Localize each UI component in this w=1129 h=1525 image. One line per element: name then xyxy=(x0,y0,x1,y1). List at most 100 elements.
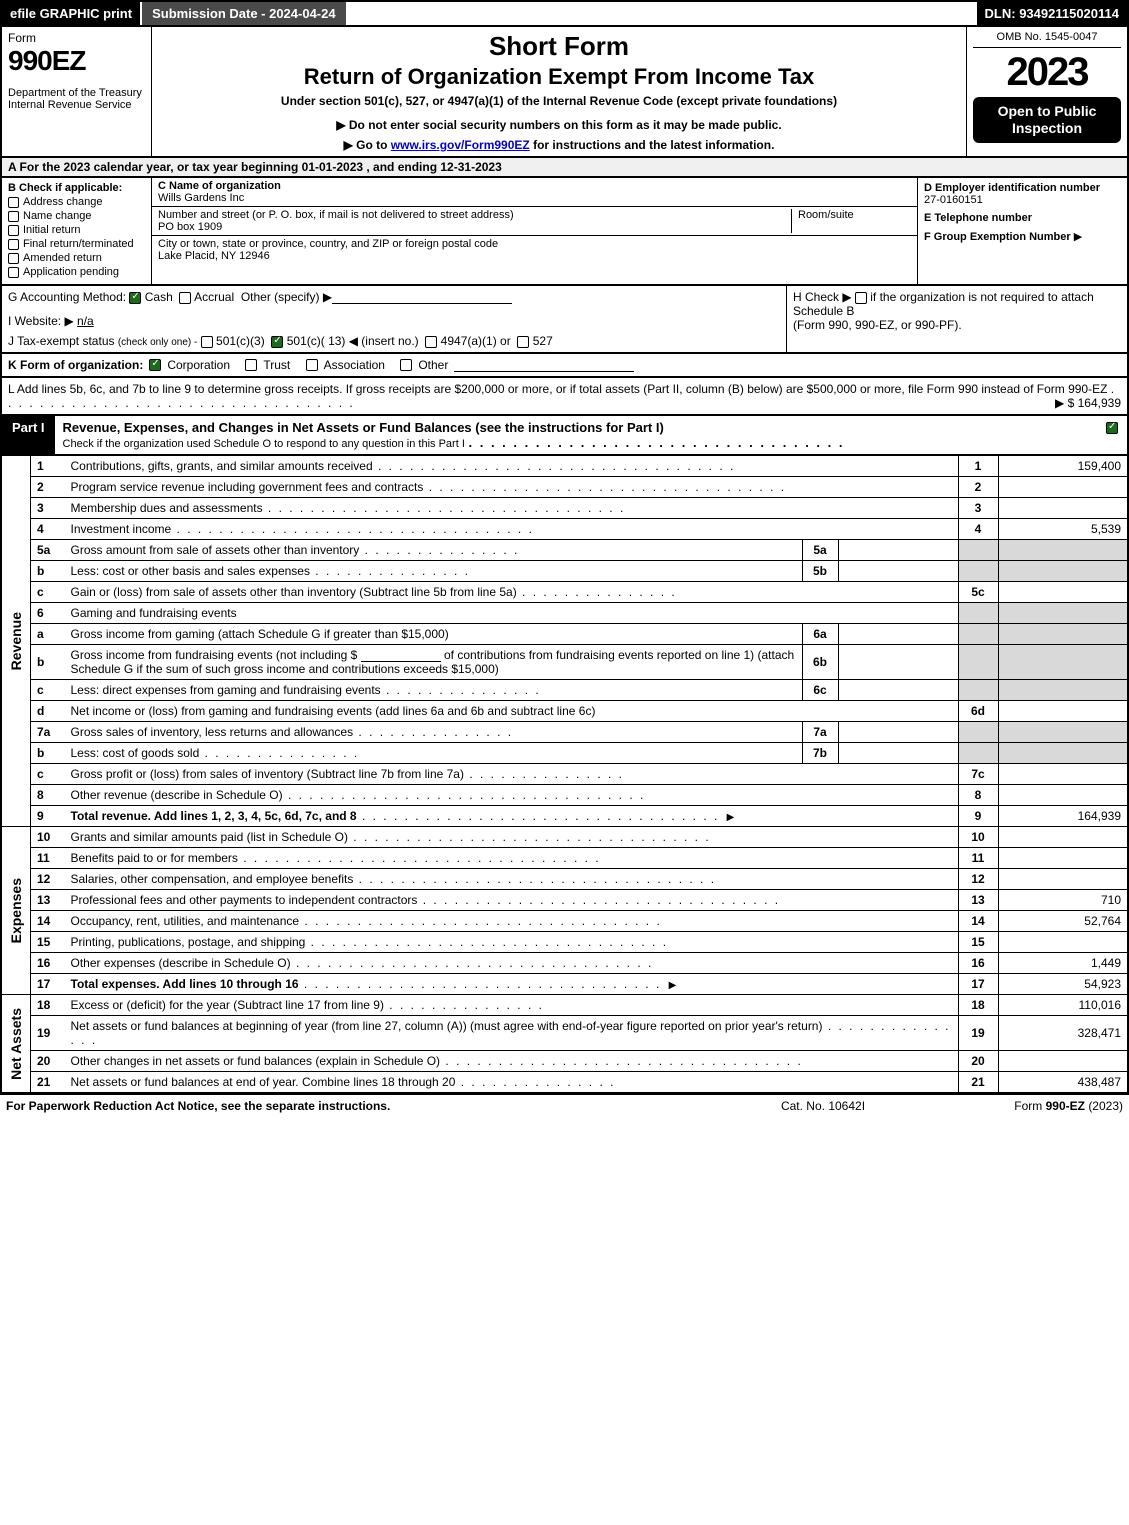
check-part1-scho[interactable] xyxy=(1106,422,1118,434)
g-cash: Cash xyxy=(145,290,173,304)
k-corp: Corporation xyxy=(167,358,230,372)
line-num: b xyxy=(31,645,65,680)
line-num: 17 xyxy=(31,974,65,995)
i-label: I Website: ▶ xyxy=(8,314,74,328)
check-h[interactable] xyxy=(855,292,867,304)
arrow-icon xyxy=(665,977,681,991)
dln: DLN: 93492115020114 xyxy=(977,2,1127,25)
line-rn-shade xyxy=(958,624,998,645)
line-rn-shade xyxy=(958,561,998,582)
line-desc: Membership dues and assessments xyxy=(71,501,626,515)
line-rn: 20 xyxy=(958,1051,998,1072)
line-rn: 13 xyxy=(958,890,998,911)
goto-prefix: ▶ Go to xyxy=(344,138,391,152)
line-desc: Less: cost or other basis and sales expe… xyxy=(71,564,471,578)
line-sublabel: 6a xyxy=(802,624,838,645)
line-rn: 4 xyxy=(958,519,998,540)
form-header-left: Form 990EZ Department of the Treasury In… xyxy=(2,27,152,156)
line-desc: Other changes in net assets or fund bala… xyxy=(71,1054,803,1068)
check-cash[interactable] xyxy=(129,292,141,304)
line-value-shade xyxy=(998,561,1128,582)
footer-left: For Paperwork Reduction Act Notice, see … xyxy=(6,1099,723,1113)
form-header-mid: Short Form Return of Organization Exempt… xyxy=(152,27,967,156)
line-sublabel: 6c xyxy=(802,680,838,701)
footer-form-pre: Form xyxy=(1014,1099,1045,1113)
check-name-change[interactable]: Name change xyxy=(8,210,145,222)
line-num: 4 xyxy=(31,519,65,540)
ein-value: 27-0160151 xyxy=(924,194,1121,206)
check-accrual[interactable] xyxy=(179,292,191,304)
line-num: b xyxy=(31,561,65,582)
donot-ssn-text: ▶ Do not enter social security numbers o… xyxy=(160,118,958,132)
line-rn: 9 xyxy=(958,806,998,827)
line-desc: Net assets or fund balances at end of ye… xyxy=(71,1075,616,1089)
return-title: Return of Organization Exempt From Incom… xyxy=(160,64,958,90)
line-value xyxy=(998,932,1128,953)
line-num: 6 xyxy=(31,603,65,624)
check-501c[interactable] xyxy=(271,336,283,348)
irs-link[interactable]: www.irs.gov/Form990EZ xyxy=(391,138,530,152)
check-501c3[interactable] xyxy=(201,336,213,348)
line-value-shade xyxy=(998,722,1128,743)
line-value: 164,939 xyxy=(998,806,1128,827)
line-6b-amount-input[interactable] xyxy=(361,648,441,662)
under-section-text: Under section 501(c), 527, or 4947(a)(1)… xyxy=(160,94,958,108)
check-application-pending[interactable]: Application pending xyxy=(8,266,145,278)
j-label: J Tax-exempt status xyxy=(8,334,115,348)
line-desc: Gaming and fundraising events xyxy=(65,603,959,624)
check-initial-return[interactable]: Initial return xyxy=(8,224,145,236)
checkbox-icon xyxy=(8,253,19,264)
line-rn: 14 xyxy=(958,911,998,932)
line-num: 10 xyxy=(31,827,65,848)
line-rn: 6d xyxy=(958,701,998,722)
line-value xyxy=(998,582,1128,603)
line-desc-pre: Gross income from fundraising events (no… xyxy=(71,648,358,662)
omb-number: OMB No. 1545-0047 xyxy=(973,31,1121,48)
check-527[interactable] xyxy=(517,336,529,348)
k-other-input[interactable] xyxy=(454,358,634,372)
line-num: 9 xyxy=(31,806,65,827)
line-rn: 18 xyxy=(958,995,998,1016)
line-value: 710 xyxy=(998,890,1128,911)
check-corporation[interactable] xyxy=(149,359,161,371)
expenses-side-label: Expenses xyxy=(8,878,24,943)
g-other: Other (specify) ▶ xyxy=(241,290,332,304)
line-rn: 16 xyxy=(958,953,998,974)
open-public-badge: Open to Public Inspection xyxy=(973,97,1121,143)
check-other[interactable] xyxy=(400,359,412,371)
check-address-change[interactable]: Address change xyxy=(8,196,145,208)
g-other-input[interactable] xyxy=(332,290,512,304)
check-final-return[interactable]: Final return/terminated xyxy=(8,238,145,250)
line-num: c xyxy=(31,764,65,785)
line-value: 438,487 xyxy=(998,1072,1128,1094)
line-num: c xyxy=(31,582,65,603)
line-desc: Less: direct expenses from gaming and fu… xyxy=(71,683,541,697)
j-opt1: 501(c)(3) xyxy=(216,334,265,348)
line-desc: Occupancy, rent, utilities, and maintena… xyxy=(71,914,662,928)
checkbox-icon xyxy=(8,211,19,222)
part1-tag: Part I xyxy=(2,416,55,454)
line-num: 16 xyxy=(31,953,65,974)
line-desc: Contributions, gifts, grants, and simila… xyxy=(71,459,736,473)
efile-print-label[interactable]: efile GRAPHIC print xyxy=(2,2,140,25)
line-rn-shade xyxy=(958,603,998,624)
check-4947[interactable] xyxy=(425,336,437,348)
line-desc: Gross profit or (loss) from sales of inv… xyxy=(71,767,625,781)
line-value: 110,016 xyxy=(998,995,1128,1016)
j-opt3: 4947(a)(1) or xyxy=(441,334,511,348)
line-desc: Program service revenue including govern… xyxy=(71,480,787,494)
f-group-label: F Group Exemption Number xyxy=(924,231,1071,243)
line-num: 5a xyxy=(31,540,65,561)
line-rn: 3 xyxy=(958,498,998,519)
line-value xyxy=(998,764,1128,785)
check-association[interactable] xyxy=(306,359,318,371)
c-city-label: City or town, state or province, country… xyxy=(158,238,498,250)
line-num: 15 xyxy=(31,932,65,953)
line-value xyxy=(998,827,1128,848)
check-amended-return[interactable]: Amended return xyxy=(8,252,145,264)
line-value xyxy=(998,498,1128,519)
line-sublabel: 7a xyxy=(802,722,838,743)
check-trust[interactable] xyxy=(245,359,257,371)
k-label: K Form of organization: xyxy=(8,358,143,372)
line-subval xyxy=(838,680,958,701)
